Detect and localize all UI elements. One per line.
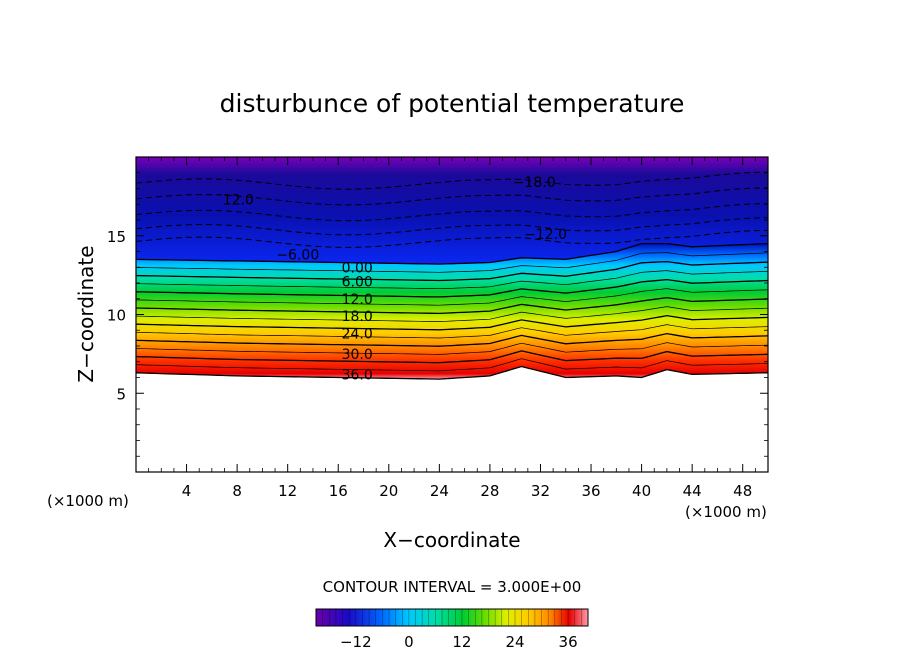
x-tick-label: 48 bbox=[733, 482, 752, 500]
upper-field bbox=[136, 157, 768, 274]
contour-line bbox=[136, 324, 768, 339]
colorbar-fill bbox=[315, 608, 589, 627]
x-unit-right: (×1000 m) bbox=[685, 503, 767, 521]
y-axis-title: Z−coordinate bbox=[74, 245, 98, 382]
colorbar-ticks: −12 0 12 24 36 bbox=[340, 633, 578, 651]
contour-label: 30.0 bbox=[342, 347, 373, 363]
x-tick-label: 36 bbox=[581, 482, 600, 500]
contour-label: 24.0 bbox=[342, 326, 373, 342]
lower-field bbox=[136, 243, 768, 380]
negative-contour-line bbox=[136, 203, 768, 222]
x-tick-label: 8 bbox=[232, 482, 242, 500]
y-tick-label: 15 bbox=[107, 228, 126, 246]
x-tick-label: 4 bbox=[182, 482, 192, 500]
contour-line bbox=[136, 306, 768, 322]
x-tick-label: 40 bbox=[632, 482, 651, 500]
x-axis-title: X−coordinate bbox=[383, 528, 520, 552]
contour-line bbox=[136, 296, 768, 315]
negative-contour-line bbox=[136, 187, 768, 206]
contour-line bbox=[136, 260, 768, 282]
contour-line bbox=[136, 365, 768, 380]
contour-line bbox=[136, 314, 768, 331]
contour-line bbox=[136, 252, 768, 273]
contour-label: 36.0 bbox=[342, 367, 373, 383]
contour-line bbox=[136, 332, 768, 347]
x-tick-label: 32 bbox=[531, 482, 550, 500]
x-unit-left: (×1000 m) bbox=[47, 492, 129, 510]
y-tick-label: 5 bbox=[116, 385, 126, 403]
colorbar-tick-label: 24 bbox=[505, 633, 524, 651]
colorbar-tick-label: 12 bbox=[452, 633, 471, 651]
x-tick-label: 44 bbox=[683, 482, 702, 500]
contour-interval: CONTOUR INTERVAL = 3.000E+00 bbox=[323, 578, 582, 596]
contour-label: 12.0 bbox=[223, 193, 254, 209]
chart-title: disturbunce of potential temperature bbox=[220, 89, 685, 118]
x-tick-label: 16 bbox=[329, 482, 348, 500]
contour-label: −6.00 bbox=[276, 248, 319, 264]
x-axis-ticks: 4 8 12 16 20 24 28 32 36 40 44 48 bbox=[148, 157, 756, 500]
contour-label: 12.0 bbox=[342, 292, 373, 308]
contour-line bbox=[136, 342, 768, 355]
contour-label: 6.00 bbox=[342, 274, 373, 290]
negative-contour-line bbox=[136, 229, 768, 248]
y-tick-label: 10 bbox=[107, 307, 126, 325]
x-tick-label: 12 bbox=[278, 482, 297, 500]
x-tick-label: 20 bbox=[379, 482, 398, 500]
contour-line bbox=[136, 350, 768, 364]
colorbar-tick-label: 0 bbox=[404, 633, 414, 651]
contour-labels: −18.012.0−12.0−6.000.006.0012.018.024.03… bbox=[223, 175, 567, 383]
contour-line bbox=[136, 270, 768, 290]
x-tick-label: 24 bbox=[430, 482, 449, 500]
colorbar: −12 0 12 24 36 bbox=[315, 608, 589, 651]
contour-label: 0.00 bbox=[342, 260, 373, 276]
negative-contour-line bbox=[136, 171, 768, 190]
contour-label: −12.0 bbox=[524, 227, 567, 243]
contour-label: 18.0 bbox=[342, 309, 373, 325]
y-axis-ticks: 5 10 15 bbox=[107, 172, 768, 457]
contour-line bbox=[136, 242, 768, 265]
contour-line bbox=[136, 278, 768, 298]
x-tick-label: 28 bbox=[480, 482, 499, 500]
colorbar-tick-label: −12 bbox=[340, 633, 372, 651]
colorbar-tick-label: 36 bbox=[559, 633, 578, 651]
contour-lines bbox=[136, 171, 768, 380]
contour-line bbox=[136, 288, 768, 306]
negative-contour-line bbox=[136, 217, 768, 236]
contour-line bbox=[136, 358, 768, 372]
contour-label: −18.0 bbox=[513, 175, 556, 191]
plot-area bbox=[136, 157, 768, 380]
colorbar-bands bbox=[322, 609, 582, 626]
